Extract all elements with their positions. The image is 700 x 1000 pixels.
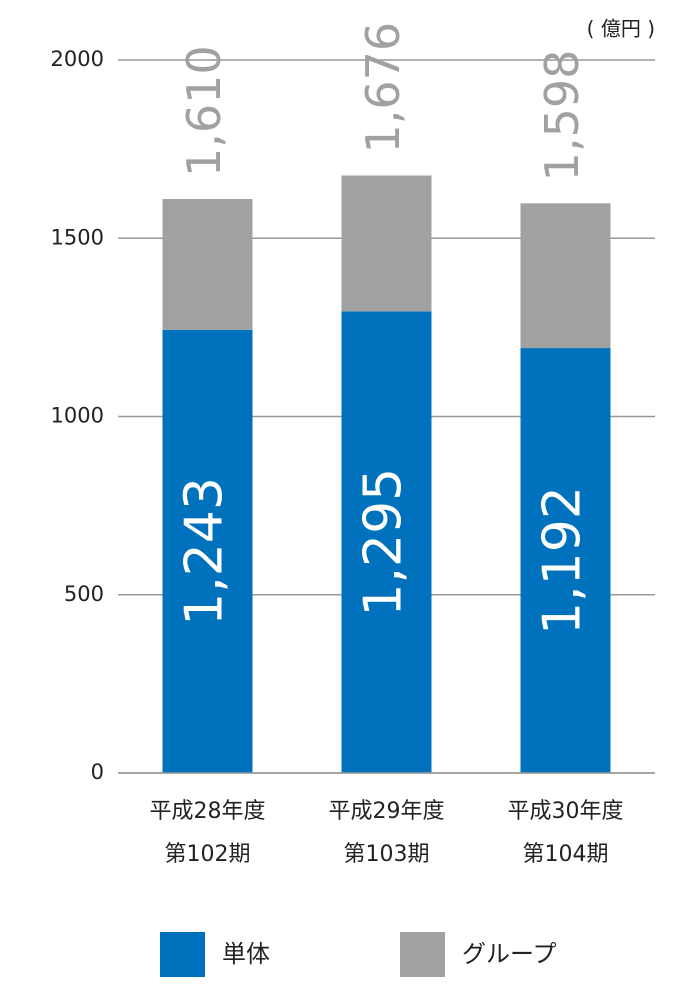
- legend-swatch: [160, 932, 205, 977]
- total-label: 1,676: [356, 22, 410, 154]
- value-label: 1,295: [354, 468, 414, 617]
- bar-segment: [341, 311, 432, 773]
- bar-segment: [162, 329, 253, 773]
- legend-label: 単体: [222, 940, 270, 968]
- y-tick-label: 500: [64, 582, 104, 606]
- bar-segment: [520, 203, 611, 349]
- legend-label: グループ: [462, 940, 557, 968]
- total-label: 1,610: [177, 45, 231, 177]
- legend-swatch: [400, 932, 445, 977]
- x-tick-label: 平成29年度: [329, 799, 445, 824]
- x-tick-label: 平成28年度: [150, 799, 266, 824]
- unit-label: ( 億円 ): [587, 17, 655, 41]
- x-tick-label: 平成30年度: [508, 799, 624, 824]
- x-tick-label: 第104期: [523, 842, 609, 867]
- bar-segment: [162, 199, 253, 330]
- y-tick-label: 0: [91, 760, 104, 784]
- total-label: 1,598: [535, 50, 589, 182]
- y-tick-label: 1000: [51, 404, 104, 428]
- bar-segment: [520, 348, 611, 773]
- value-label: 1,243: [175, 477, 235, 626]
- y-tick-label: 1500: [51, 225, 104, 249]
- value-label: 1,192: [533, 486, 593, 635]
- y-tick-label: 2000: [51, 47, 104, 71]
- bar-segment: [341, 175, 432, 312]
- x-tick-label: 第103期: [344, 842, 430, 867]
- x-tick-label: 第102期: [165, 842, 251, 867]
